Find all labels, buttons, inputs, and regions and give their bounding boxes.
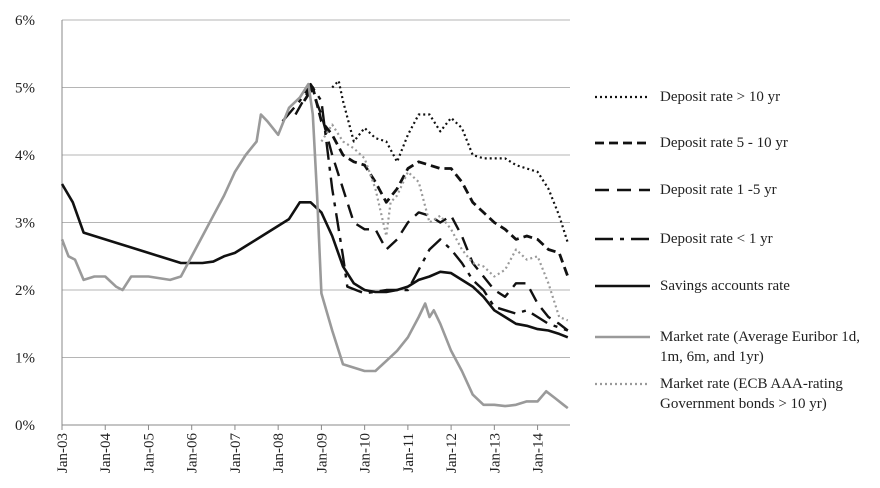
x-tick-label: Jan-09	[314, 433, 330, 473]
x-tick-label: Jan-07	[228, 433, 244, 473]
series-line	[60, 82, 569, 410]
y-tick-label: 5%	[15, 81, 35, 97]
legend-label: Market rate (Average Euribor 1d, 1m, 6m,…	[660, 329, 861, 365]
y-tick-label: 0%	[15, 418, 35, 434]
series-line	[281, 82, 569, 332]
legend-label: Market rate (ECB AAA-rating Government b…	[660, 376, 843, 412]
series-line	[331, 79, 569, 244]
series-line	[60, 183, 569, 339]
y-tick-label: 1%	[15, 351, 35, 367]
x-tick-label: Jan-03	[55, 433, 71, 473]
legend-label: Deposit rate < 1 yr	[660, 231, 773, 247]
legend-label: Deposit rate > 10 yr	[660, 89, 781, 105]
x-tick-label: Jan-06	[185, 433, 201, 473]
x-tick-label: Jan-08	[271, 433, 287, 473]
x-tick-label: Jan-13	[487, 433, 503, 473]
series-line	[320, 123, 569, 322]
legend-label: Deposit rate 5 - 10 yr	[660, 135, 788, 151]
x-tick-label: Jan-04	[98, 433, 114, 473]
y-tick-label: 4%	[15, 148, 35, 164]
series-line	[294, 86, 569, 332]
legend-label: Deposit rate 1 -5 yr	[660, 182, 777, 198]
legend-label: Savings accounts rate	[660, 278, 790, 294]
y-tick-label: 2%	[15, 283, 35, 299]
x-tick-label: Jan-12	[444, 433, 460, 473]
y-tick-label: 3%	[15, 216, 35, 232]
x-tick-label: Jan-14	[531, 433, 547, 473]
y-tick-label: 6%	[15, 13, 35, 29]
x-tick-label: Jan-10	[358, 433, 374, 473]
x-tick-label: Jan-05	[141, 433, 157, 473]
x-tick-label: Jan-11	[401, 433, 417, 472]
series-line	[302, 86, 570, 277]
